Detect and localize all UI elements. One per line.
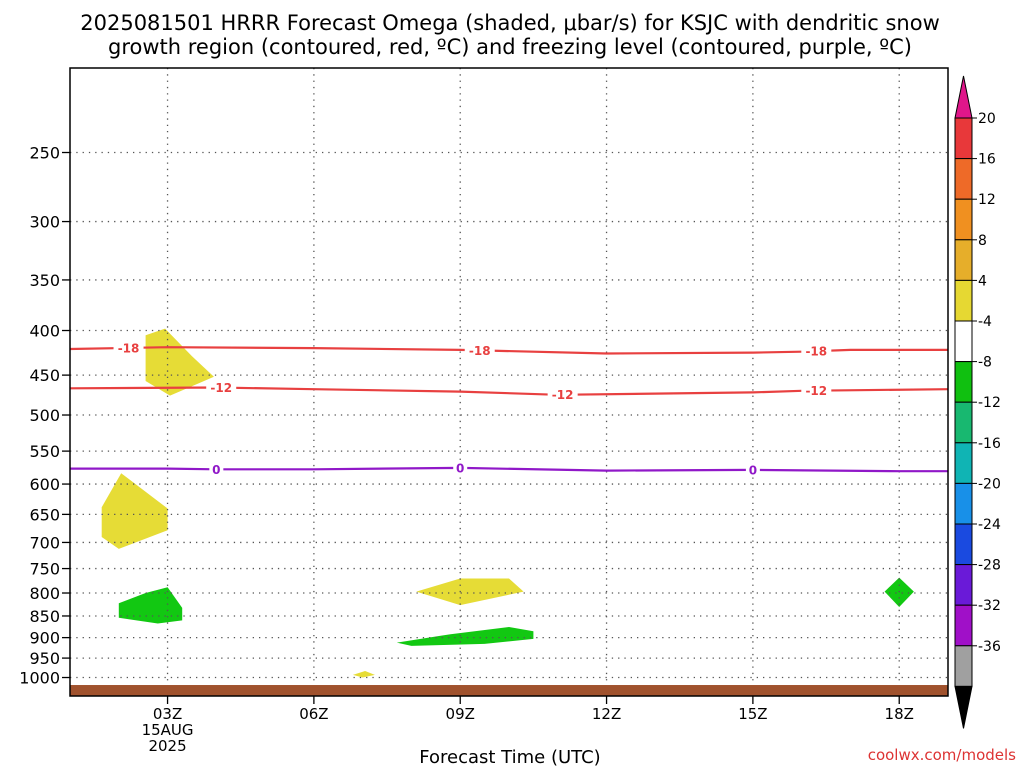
omega-regions bbox=[101, 328, 914, 678]
ground-surface bbox=[70, 685, 948, 696]
contour-label-bg bbox=[801, 383, 832, 398]
contour-label--18-2: -18 bbox=[805, 345, 827, 359]
y-tick-label-1000: 1000 bbox=[19, 669, 60, 688]
colorbar-label-13: -36 bbox=[978, 639, 1001, 655]
chart-title-line2: growth region (contoured, red, ºC) and f… bbox=[108, 35, 912, 59]
omega-region-1 bbox=[101, 473, 168, 549]
colorbar-band-3 bbox=[954, 239, 973, 281]
contour-label--18-1: -18 bbox=[469, 344, 491, 358]
colorbar-label-5: -4 bbox=[978, 314, 992, 330]
colorbar-label-12: -32 bbox=[978, 598, 1001, 614]
colorbar-label-11: -28 bbox=[978, 558, 1001, 574]
colorbar-band-11 bbox=[954, 564, 973, 606]
x-tick-label-9-0: 09Z bbox=[446, 705, 475, 723]
y-tick-label-700: 700 bbox=[29, 533, 60, 552]
x-tick-label-3-0: 03Z bbox=[153, 705, 182, 723]
colorbar-top-arrow bbox=[954, 75, 973, 119]
contour-label-0-0: 0 bbox=[212, 463, 220, 477]
credit-label: coolwx.com/models bbox=[868, 746, 1016, 764]
y-tick-label-250: 250 bbox=[29, 144, 60, 163]
colorbar-label-9: -20 bbox=[978, 476, 1001, 492]
colorbar-label-10: -24 bbox=[978, 517, 1001, 533]
colorbar-label-0: 20 bbox=[978, 111, 996, 127]
contour-label-bg bbox=[745, 462, 760, 477]
contour-label-0-1: 0 bbox=[456, 461, 464, 475]
omega-region-6 bbox=[884, 577, 914, 607]
colorbar-band-13 bbox=[954, 645, 973, 687]
colorbar-band-9 bbox=[954, 482, 973, 525]
chart-title-line1: 2025081501 HRRR Forecast Omega (shaded, … bbox=[80, 11, 940, 35]
y-tick-label-550: 550 bbox=[29, 442, 60, 461]
x-tick-label-3-1: 15AUG bbox=[142, 721, 194, 739]
colorbar-label-2: 12 bbox=[978, 192, 996, 208]
omega-region-2 bbox=[416, 578, 524, 606]
y-tick-label-850: 850 bbox=[29, 607, 60, 626]
y-tick-label-600: 600 bbox=[29, 475, 60, 494]
colorbar-bottom-arrow bbox=[954, 685, 973, 729]
y-tick-label-800: 800 bbox=[29, 584, 60, 603]
colorbar-label-1: 16 bbox=[978, 152, 996, 168]
colorbar-band-6 bbox=[954, 361, 973, 403]
colorbar-band-5 bbox=[954, 320, 973, 363]
contour-label--12-2: -12 bbox=[805, 384, 827, 398]
omega-region-3 bbox=[352, 671, 375, 678]
contour-label--12-1: -12 bbox=[552, 388, 574, 402]
y-axis-ticks: 250 300 350 400 450 500 550 600 650 700 750 800 850 9… bbox=[19, 144, 70, 688]
contour-label-bg bbox=[464, 343, 495, 358]
colorbar-band-10 bbox=[954, 523, 973, 566]
colorbar-band-1 bbox=[954, 158, 973, 200]
contour-label-bg bbox=[209, 462, 224, 477]
y-tick-label-300: 300 bbox=[29, 213, 60, 232]
y-tick-label-750: 750 bbox=[29, 560, 60, 579]
contour-label-bg bbox=[113, 340, 144, 355]
contour-label--12-0: -12 bbox=[210, 381, 232, 395]
contour-label-bg bbox=[801, 344, 832, 359]
contour-line--18 bbox=[69, 346, 948, 355]
colorbar-label-3: 8 bbox=[978, 233, 987, 249]
colorbar-band-7 bbox=[954, 401, 973, 444]
y-tick-label-900: 900 bbox=[29, 629, 60, 648]
contour-label-bg bbox=[547, 387, 578, 402]
x-tick-label-18-0: 18Z bbox=[885, 705, 914, 723]
colorbar-label-6: -8 bbox=[978, 355, 992, 371]
omega-region-0 bbox=[145, 328, 214, 396]
plot-frame bbox=[69, 67, 949, 697]
contour-label--18-0: -18 bbox=[118, 341, 140, 355]
colorbar-band-12 bbox=[954, 604, 973, 647]
contour-lines: -18 -18 -18 -12 -12 -12 0 0 0 bbox=[69, 340, 949, 477]
contour-label-bg bbox=[453, 460, 468, 475]
colorbar-label-4: 4 bbox=[978, 273, 987, 289]
colorbar-band-0 bbox=[954, 117, 973, 160]
x-tick-label-6-0: 06Z bbox=[299, 705, 328, 723]
grid-lines bbox=[70, 68, 948, 696]
x-tick-label-15-0: 15Z bbox=[738, 705, 767, 723]
y-tick-label-350: 350 bbox=[29, 271, 60, 290]
colorbar-band-2 bbox=[954, 198, 973, 241]
contour-label-bg bbox=[206, 380, 237, 395]
y-tick-label-500: 500 bbox=[29, 406, 60, 425]
y-tick-label-650: 650 bbox=[29, 505, 60, 524]
y-tick-label-400: 400 bbox=[29, 322, 60, 341]
colorbar-band-4 bbox=[954, 279, 973, 322]
colorbar-label-8: -16 bbox=[978, 436, 1001, 452]
omega-region-5 bbox=[396, 627, 534, 646]
x-axis-label: Forecast Time (UTC) bbox=[419, 747, 600, 768]
contour-label-0-2: 0 bbox=[749, 463, 757, 477]
omega-region-4 bbox=[118, 587, 183, 624]
x-tick-label-3-2: 2025 bbox=[148, 737, 186, 755]
colorbar-band-8 bbox=[954, 442, 973, 484]
y-tick-label-950: 950 bbox=[29, 649, 60, 668]
y-tick-label-450: 450 bbox=[29, 366, 60, 385]
plot-area: -18 -18 -18 -12 -12 -12 0 0 0 bbox=[69, 67, 949, 697]
x-tick-label-12-0: 12Z bbox=[592, 705, 621, 723]
colorbar: 20 16 12 8 4 -4 -8 -12 -16 -20 -24 -28 -32 -36 bbox=[954, 75, 1001, 729]
colorbar-label-7: -12 bbox=[978, 395, 1001, 411]
